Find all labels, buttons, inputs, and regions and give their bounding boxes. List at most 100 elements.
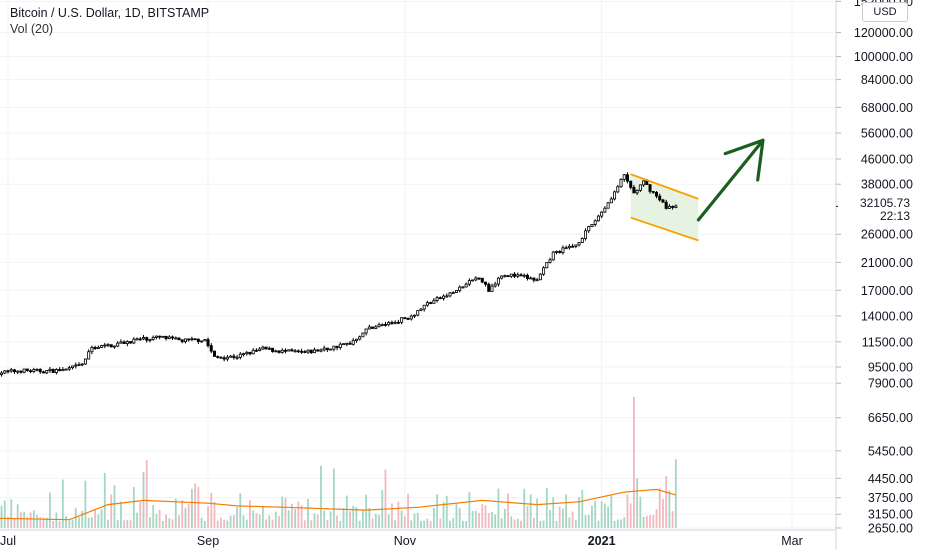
candle-body <box>509 273 513 277</box>
volume-bar <box>439 518 442 528</box>
volume-bar <box>349 511 351 528</box>
candle-body <box>274 350 278 353</box>
volume-bar <box>581 489 584 528</box>
channel-fill <box>630 174 699 241</box>
candle-body <box>119 341 123 344</box>
candle-body <box>209 345 213 352</box>
volume-bar <box>645 515 648 528</box>
candle-body <box>293 350 297 353</box>
volume-bar <box>655 509 658 528</box>
candle-body <box>348 342 352 345</box>
candle-body <box>125 341 129 344</box>
volume-bar <box>407 493 409 528</box>
candle-body <box>151 337 155 340</box>
volume-bar <box>129 520 132 528</box>
candle-body <box>106 344 110 347</box>
candle-body <box>38 368 42 373</box>
volume-bar <box>481 503 484 528</box>
candle-body <box>483 281 487 285</box>
candle-body <box>196 338 200 342</box>
volume-bar <box>323 510 326 528</box>
candle-body <box>229 355 233 358</box>
volume-bar <box>23 511 26 528</box>
candle-body <box>325 347 329 351</box>
volume-bar <box>391 503 393 528</box>
volume-bar <box>258 514 261 528</box>
candle-body <box>103 344 107 347</box>
x-tick-label: Jul <box>0 534 16 548</box>
volume-bar <box>74 507 77 528</box>
volume-bar <box>200 517 203 528</box>
candle-body <box>625 174 629 182</box>
candle-body <box>561 247 565 254</box>
candle-body <box>413 314 417 317</box>
candle-body <box>177 337 181 341</box>
volume-bar <box>336 515 338 528</box>
y-tick-label: 21000.00 <box>861 256 913 270</box>
volume-bar <box>562 508 564 528</box>
volume-bar <box>297 501 300 528</box>
candle-body <box>367 326 371 330</box>
volume-bar <box>597 520 600 528</box>
candle-body <box>461 286 465 289</box>
candle-body <box>19 370 23 373</box>
candle-body <box>303 351 307 353</box>
volume-bar <box>87 517 90 528</box>
volume-bar <box>90 517 93 528</box>
volume-bar <box>568 517 571 528</box>
candle-body <box>248 351 252 355</box>
volume-bar <box>361 509 364 528</box>
volume-bar <box>126 519 129 528</box>
volume-bar <box>20 512 22 528</box>
volume-bar <box>236 507 238 528</box>
volume-bar <box>671 511 674 528</box>
candle-body <box>377 324 381 328</box>
volume-bar <box>371 518 374 528</box>
candle-body <box>338 343 342 349</box>
volume-bar <box>268 515 271 528</box>
candle-body <box>429 302 433 304</box>
volume-bar <box>513 519 516 528</box>
currency-button[interactable]: USD <box>862 2 908 22</box>
volume-bar <box>220 517 222 528</box>
volume-bar <box>197 486 200 528</box>
y-tick-label: 14000.00 <box>861 309 913 323</box>
candle-body <box>371 326 375 329</box>
volume-bar <box>529 494 532 528</box>
volume-bar <box>42 517 45 528</box>
volume-bar <box>39 517 42 528</box>
volume-bar <box>416 512 419 528</box>
candle-body <box>419 308 423 312</box>
last-price-tag: 32105.73 22:13 <box>838 197 914 225</box>
candle-body <box>606 202 610 209</box>
volume-bar <box>194 483 197 528</box>
candle-body <box>87 351 91 360</box>
candle-body <box>629 180 633 188</box>
volume-bar <box>171 519 174 528</box>
volume-bar <box>436 494 439 528</box>
volume-bar <box>255 513 258 528</box>
candle-body <box>374 326 378 329</box>
candle-body <box>577 242 581 246</box>
candle-body <box>380 324 384 326</box>
volume-indicator-label[interactable]: Vol (20) <box>10 22 54 36</box>
volume-bar <box>616 519 619 528</box>
candle-body <box>361 332 365 338</box>
candle-body <box>193 338 197 341</box>
candle-body <box>122 341 126 344</box>
volume-bar <box>636 478 639 528</box>
volume-bar <box>662 499 664 528</box>
volume-bar <box>423 520 426 528</box>
candle-body <box>6 370 10 373</box>
volume-bar <box>52 521 55 528</box>
y-tick-label: 5450.00 <box>868 444 913 458</box>
candle-body <box>383 324 387 326</box>
volume-bar <box>7 517 9 528</box>
candle-body <box>645 180 649 186</box>
volume-bar <box>78 517 80 528</box>
candle-body <box>245 351 249 355</box>
candle-body <box>500 275 504 279</box>
volume-ma-line <box>0 488 677 521</box>
volume-bar <box>552 497 555 528</box>
